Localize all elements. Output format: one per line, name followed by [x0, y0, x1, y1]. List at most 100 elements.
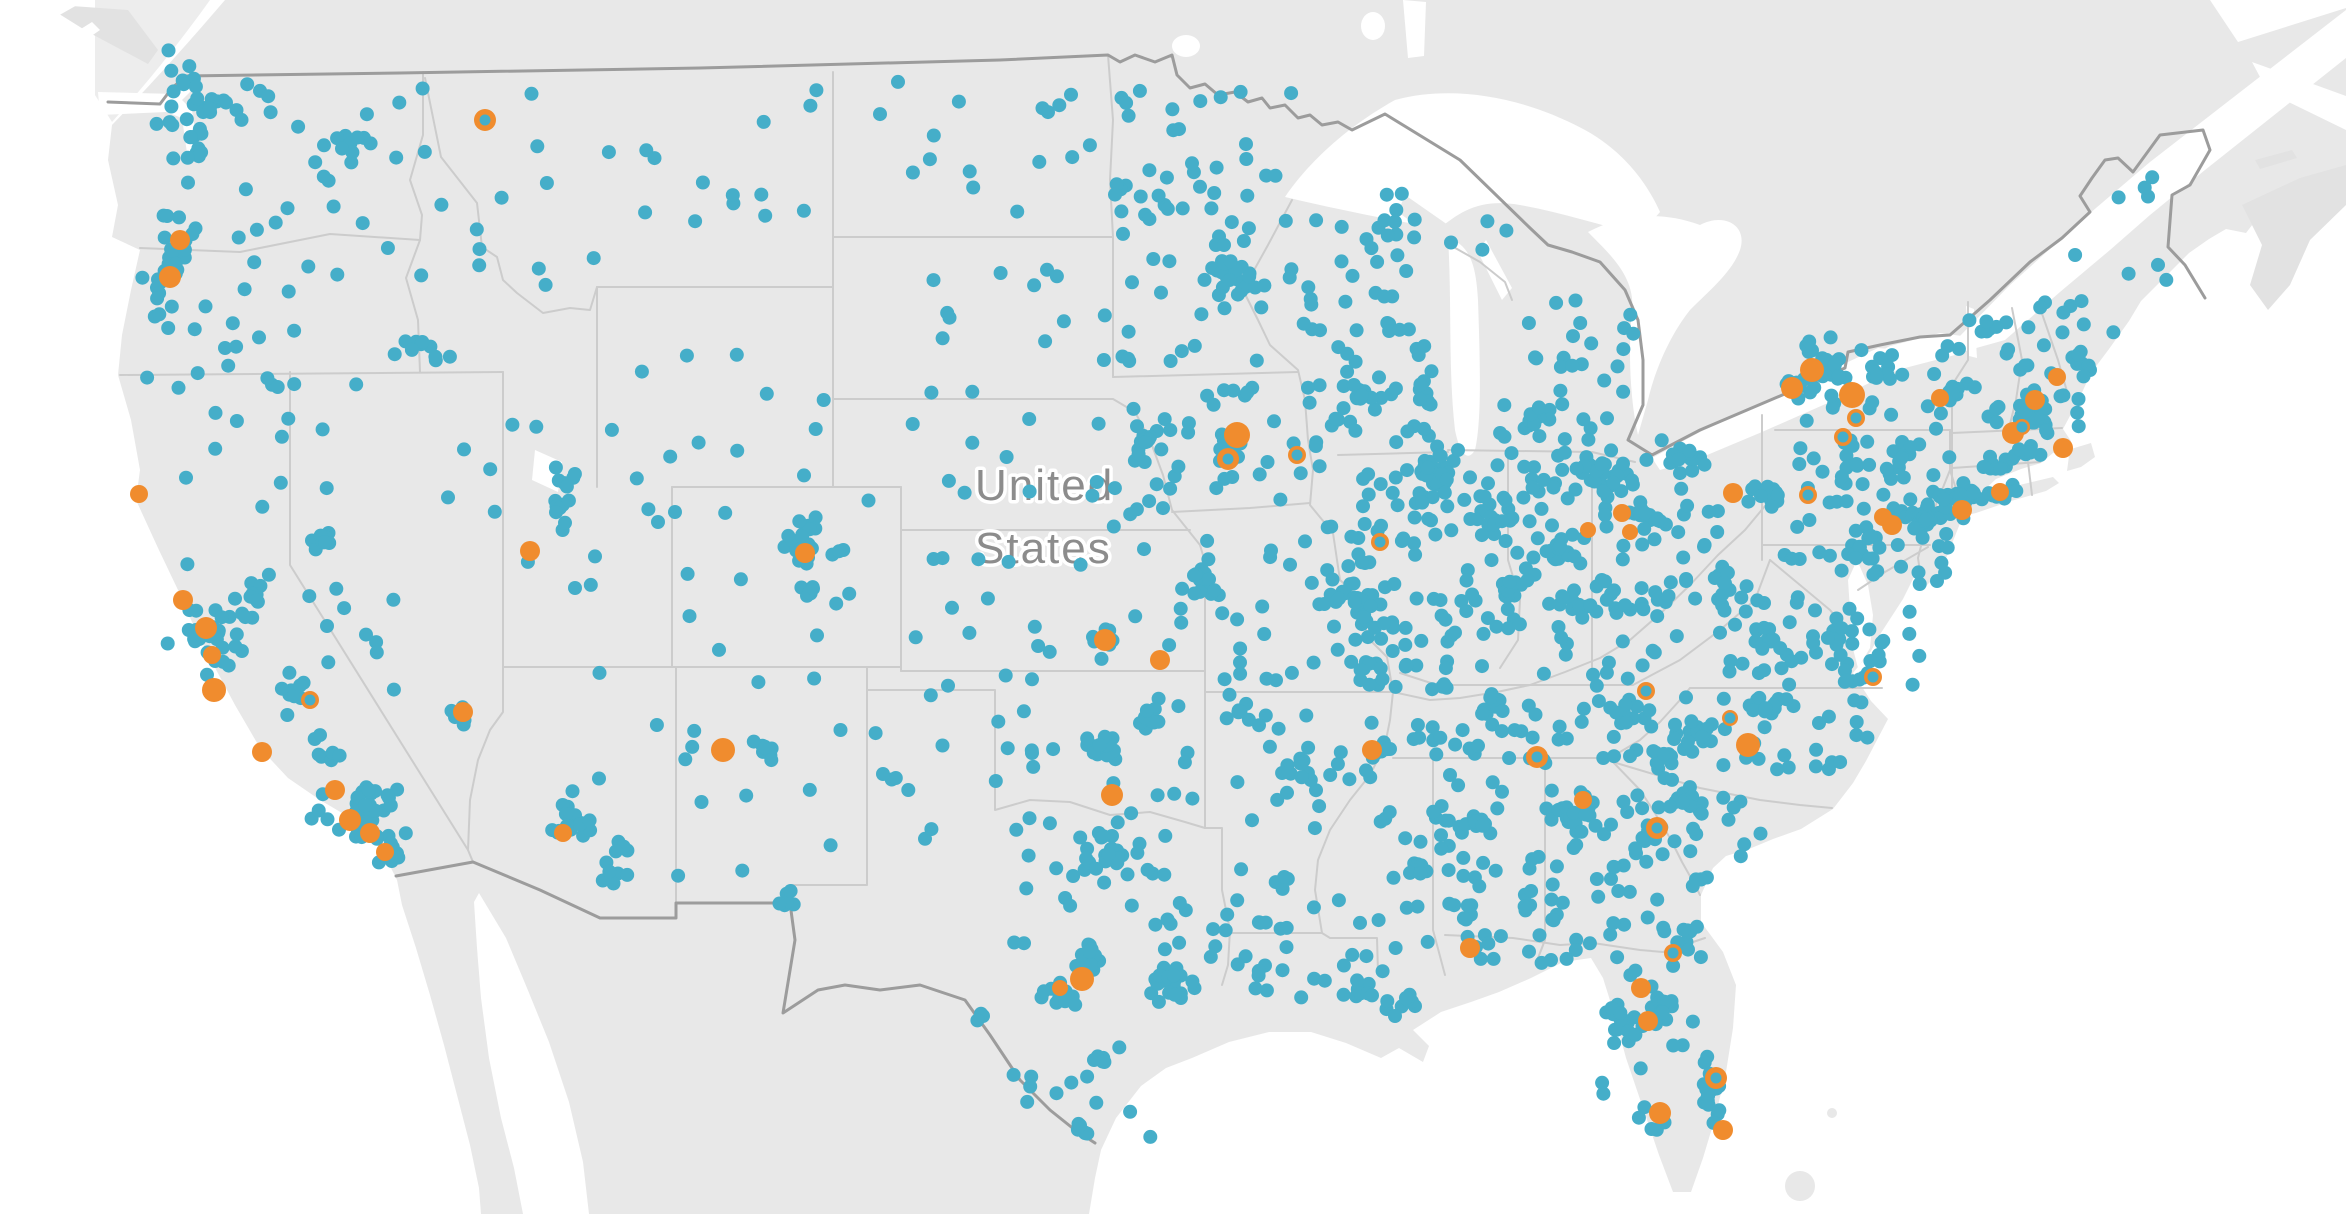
scatter-mark-orange[interactable]	[360, 823, 380, 843]
scatter-mark-blue[interactable]	[1073, 557, 1088, 572]
scatter-mark-blue[interactable]	[1106, 519, 1121, 534]
scatter-mark-blue[interactable]	[1438, 661, 1453, 676]
scatter-mark-blue[interactable]	[1651, 822, 1663, 834]
scatter-mark-blue[interactable]	[1827, 358, 1842, 373]
scatter-mark-blue[interactable]	[1345, 268, 1360, 283]
scatter-mark-blue[interactable]	[1616, 538, 1631, 553]
scatter-mark-blue[interactable]	[1162, 638, 1177, 653]
scatter-mark-blue[interactable]	[171, 380, 186, 395]
scatter-mark-blue[interactable]	[182, 59, 197, 74]
scatter-mark-blue[interactable]	[1460, 563, 1475, 578]
scatter-mark-blue[interactable]	[1920, 497, 1935, 512]
scatter-mark-blue[interactable]	[1494, 724, 1509, 739]
scatter-mark-blue[interactable]	[389, 150, 404, 165]
scatter-mark-blue[interactable]	[639, 143, 654, 158]
scatter-mark-blue[interactable]	[1163, 481, 1178, 496]
scatter-mark-orange[interactable]	[1622, 524, 1638, 540]
scatter-mark-blue[interactable]	[1123, 1104, 1138, 1119]
scatter-mark-blue[interactable]	[1555, 589, 1570, 604]
scatter-mark-blue[interactable]	[1354, 555, 1369, 570]
scatter-mark-blue[interactable]	[829, 596, 844, 611]
scatter-mark-blue[interactable]	[1101, 847, 1116, 862]
scatter-mark-blue[interactable]	[1298, 534, 1312, 549]
scatter-mark-blue[interactable]	[1477, 489, 1492, 504]
scatter-mark-blue[interactable]	[1667, 732, 1682, 747]
scatter-mark-blue[interactable]	[219, 95, 233, 110]
scatter-mark-blue[interactable]	[548, 460, 563, 475]
scatter-mark-blue[interactable]	[1712, 1103, 1727, 1118]
scatter-mark-blue[interactable]	[759, 386, 774, 401]
scatter-mark-blue[interactable]	[998, 668, 1013, 683]
scatter-mark-orange[interactable]	[554, 824, 572, 842]
scatter-mark-blue[interactable]	[1175, 201, 1190, 216]
scatter-mark-blue[interactable]	[1472, 879, 1487, 894]
scatter-mark-blue[interactable]	[582, 813, 597, 828]
scatter-mark-blue[interactable]	[1939, 527, 1954, 541]
scatter-mark-blue[interactable]	[1558, 647, 1573, 662]
scatter-mark-blue[interactable]	[1336, 958, 1351, 973]
scatter-mark-blue[interactable]	[1166, 968, 1181, 983]
scatter-mark-blue[interactable]	[1802, 489, 1814, 501]
scatter-mark-blue[interactable]	[1346, 378, 1361, 392]
scatter-mark-blue[interactable]	[1565, 527, 1580, 542]
scatter-mark-blue[interactable]	[280, 708, 295, 722]
scatter-mark-blue[interactable]	[260, 371, 275, 386]
scatter-mark-orange[interactable]	[195, 617, 217, 639]
scatter-mark-blue[interactable]	[1242, 269, 1257, 284]
scatter-mark-blue[interactable]	[1374, 390, 1389, 405]
scatter-mark-blue[interactable]	[922, 152, 937, 167]
scatter-mark-blue[interactable]	[404, 342, 419, 357]
scatter-mark-blue[interactable]	[320, 812, 335, 827]
scatter-mark-blue[interactable]	[1234, 862, 1249, 877]
scatter-mark-blue[interactable]	[868, 726, 883, 741]
scatter-mark-blue[interactable]	[415, 335, 430, 349]
scatter-mark-blue[interactable]	[1389, 435, 1404, 450]
scatter-mark-blue[interactable]	[208, 441, 223, 456]
scatter-mark-blue[interactable]	[1140, 862, 1155, 877]
scatter-mark-blue[interactable]	[2137, 180, 2152, 195]
scatter-mark-blue[interactable]	[524, 86, 539, 101]
scatter-mark-blue[interactable]	[1400, 424, 1415, 439]
scatter-mark-blue[interactable]	[1097, 308, 1112, 323]
scatter-mark-blue[interactable]	[1856, 501, 1871, 516]
scatter-mark-blue[interactable]	[1049, 1086, 1064, 1101]
scatter-mark-blue[interactable]	[2121, 266, 2136, 281]
scatter-mark-blue[interactable]	[1531, 400, 1546, 415]
scatter-mark-blue[interactable]	[1512, 617, 1527, 632]
scatter-mark-blue[interactable]	[1668, 717, 1682, 732]
scatter-mark-blue[interactable]	[1809, 742, 1824, 757]
scatter-mark-blue[interactable]	[1488, 863, 1503, 878]
scatter-mark-blue[interactable]	[1757, 720, 1772, 735]
scatter-mark-blue[interactable]	[1317, 597, 1332, 611]
scatter-mark-blue[interactable]	[291, 119, 306, 134]
scatter-mark-blue[interactable]	[1031, 639, 1046, 653]
scatter-mark-blue[interactable]	[1417, 421, 1431, 436]
scatter-mark-blue[interactable]	[238, 610, 253, 625]
scatter-mark-blue[interactable]	[1635, 801, 1650, 816]
scatter-mark-blue[interactable]	[1495, 514, 1509, 529]
scatter-mark-blue[interactable]	[270, 380, 285, 394]
scatter-mark-orange[interactable]	[170, 230, 190, 250]
scatter-mark-blue[interactable]	[1172, 896, 1187, 910]
scatter-mark-blue[interactable]	[1737, 837, 1752, 852]
scatter-mark-blue[interactable]	[1046, 742, 1061, 757]
scatter-mark-blue[interactable]	[149, 116, 164, 131]
scatter-mark-blue[interactable]	[472, 242, 487, 257]
scatter-mark-blue[interactable]	[1976, 460, 1991, 474]
scatter-mark-blue[interactable]	[1474, 528, 1489, 543]
scatter-mark-blue[interactable]	[329, 581, 344, 596]
scatter-mark-blue[interactable]	[1217, 471, 1232, 486]
scatter-mark-blue[interactable]	[319, 481, 334, 496]
scatter-mark-blue[interactable]	[1149, 477, 1164, 492]
scatter-mark-blue[interactable]	[1651, 513, 1666, 528]
scatter-mark-blue[interactable]	[349, 377, 364, 392]
scatter-mark-blue[interactable]	[1388, 1009, 1402, 1023]
scatter-mark-blue[interactable]	[1299, 708, 1314, 723]
scatter-mark-blue[interactable]	[1476, 626, 1491, 641]
scatter-mark-blue[interactable]	[1193, 179, 1207, 194]
scatter-mark-blue[interactable]	[1167, 786, 1182, 801]
scatter-mark-blue[interactable]	[1420, 460, 1435, 475]
scatter-mark-blue[interactable]	[1475, 659, 1489, 674]
scatter-mark-blue[interactable]	[1173, 601, 1188, 616]
scatter-mark-blue[interactable]	[558, 807, 573, 821]
